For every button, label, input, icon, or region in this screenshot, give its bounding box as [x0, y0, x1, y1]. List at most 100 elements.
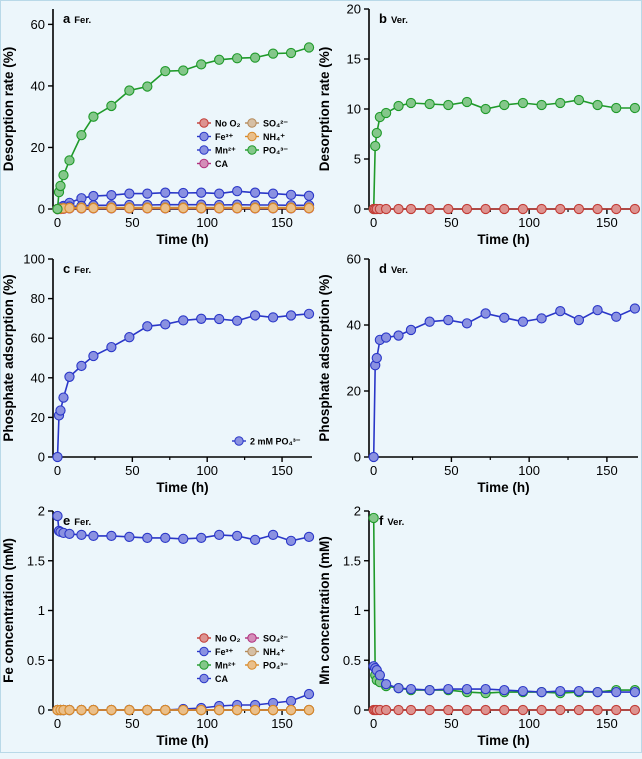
- data-point: [443, 704, 454, 716]
- data-point: [461, 318, 473, 329]
- y-tick-label: 80: [31, 291, 45, 306]
- x-tick-label: 150: [596, 463, 618, 478]
- data-point: [303, 190, 315, 201]
- y-tick-label: 100: [23, 252, 45, 267]
- panel-label: d Ver.: [379, 261, 408, 276]
- data-point: [88, 111, 99, 122]
- x-axis-title: Time (h): [477, 733, 529, 748]
- panel-letter: b: [379, 11, 387, 26]
- x-tick-label: 0: [370, 716, 377, 731]
- data-point: [285, 47, 297, 59]
- series-Fe³⁺: [368, 661, 641, 698]
- y-tick-label: 0.5: [27, 653, 45, 668]
- legend-label: SO₄²⁻: [263, 634, 288, 644]
- y-axis-title: Phosphate adsorption (%): [1, 274, 16, 441]
- x-axis-title: Time (h): [156, 232, 208, 247]
- panel-letter: a: [63, 11, 71, 26]
- y-tick-label: 60: [347, 252, 361, 267]
- panel-letter: c: [63, 261, 70, 276]
- legend: No O₂ Fe³⁺ Mn²⁺ CA SO₄²⁻ NH₄⁺ PO₄³⁻: [197, 118, 288, 169]
- data-point: [573, 685, 585, 697]
- data-point: [424, 316, 435, 327]
- data-point: [160, 202, 171, 214]
- data-point: [461, 683, 473, 695]
- data-point: [267, 312, 279, 323]
- y-axis-title: Desorption rate (%): [317, 47, 332, 172]
- data-point: [499, 684, 510, 696]
- panel-f: 0 50 100 150 0 0.5 1 1.5 2 Time (h) Mn concentrati…: [317, 504, 641, 748]
- x-tick-label: 150: [596, 716, 618, 731]
- data-point: [64, 202, 75, 214]
- data-point: [249, 534, 261, 546]
- data-point: [285, 189, 297, 200]
- data-point: [249, 202, 261, 214]
- data-point: [231, 53, 243, 64]
- y-axis-title: Phosphate adsorption (%): [317, 274, 332, 441]
- data-point: [517, 685, 529, 697]
- x-tick-label: 0: [54, 716, 61, 731]
- legend-marker: [247, 131, 257, 142]
- data-point: [443, 683, 454, 695]
- data-point: [555, 685, 566, 697]
- x-axis-title: Time (h): [156, 480, 208, 495]
- data-point: [88, 350, 99, 362]
- legend-label: CA: [215, 674, 228, 684]
- data-point: [196, 313, 207, 324]
- y-tick-label: 15: [347, 52, 361, 67]
- legend-marker: [199, 646, 209, 657]
- data-point: [58, 170, 69, 181]
- data-point: [142, 321, 153, 332]
- data-point: [555, 305, 566, 317]
- data-point: [424, 704, 435, 716]
- x-tick-label: 100: [518, 463, 540, 478]
- panel-c: 0 50 100 150 0 20 40 60 80 100 Time (h) Phosphate a…: [1, 252, 315, 495]
- series-PO₄³⁻: [52, 42, 315, 215]
- legend-label: Fe³⁺: [215, 647, 234, 657]
- y-tick-label: 2: [354, 504, 361, 519]
- data-point: [555, 704, 566, 716]
- data-point: [573, 94, 585, 106]
- x-tick-label: 50: [444, 716, 458, 731]
- data-point: [592, 99, 603, 111]
- data-point: [405, 203, 417, 215]
- data-point: [380, 107, 392, 119]
- x-tick-label: 100: [196, 716, 218, 731]
- legend-label: NH₄⁺: [263, 647, 285, 657]
- data-point: [88, 530, 99, 542]
- data-point: [573, 314, 585, 326]
- data-point: [64, 528, 75, 540]
- legend-label: CA: [215, 159, 228, 169]
- data-point: [88, 190, 99, 202]
- data-point: [55, 180, 66, 192]
- data-point: [76, 704, 87, 716]
- panel-letter: d: [379, 261, 387, 276]
- data-point: [499, 312, 510, 323]
- legend: 2 mM PO₄³⁻: [232, 436, 301, 447]
- data-point: [52, 451, 63, 463]
- x-tick-label: 100: [196, 215, 218, 230]
- y-tick-label: 0: [354, 703, 361, 718]
- series-Mn²⁺: [368, 512, 641, 699]
- data-point: [629, 704, 641, 716]
- data-point: [76, 529, 87, 541]
- data-point: [611, 102, 622, 114]
- data-point: [249, 52, 261, 63]
- data-point: [405, 704, 417, 716]
- panel-letter: e: [63, 513, 70, 528]
- panel-letter: f: [379, 513, 384, 528]
- data-point: [124, 531, 135, 543]
- x-axis-title: Time (h): [477, 232, 529, 247]
- data-point: [517, 316, 529, 327]
- data-point: [231, 186, 243, 197]
- legend-marker: [199, 660, 209, 670]
- data-point: [592, 203, 603, 215]
- panel-e: 0 50 100 150 0 0.5 1 1.5 2 Time (h) Fe concentrati…: [1, 504, 315, 748]
- data-point: [214, 54, 225, 65]
- data-point: [573, 704, 585, 716]
- legend-label: Mn²⁺: [215, 661, 236, 671]
- data-point: [267, 529, 279, 541]
- data-point: [461, 704, 473, 716]
- y-tick-label: 40: [31, 78, 45, 93]
- y-tick-label: 2: [38, 504, 45, 519]
